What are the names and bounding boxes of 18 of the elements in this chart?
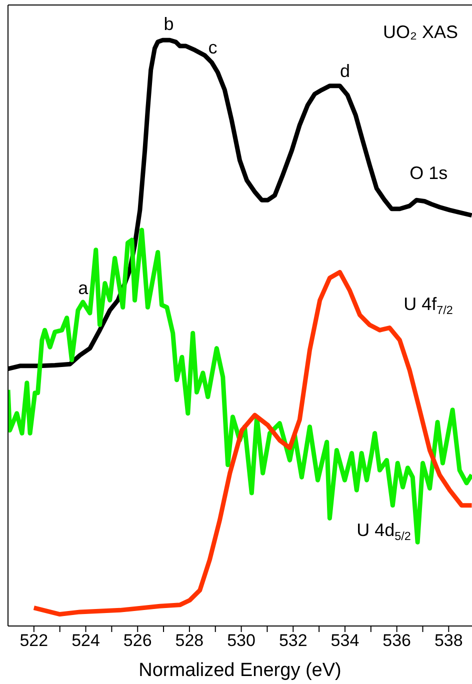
series-label: U 4f$_{7/2}$ <box>404 294 453 317</box>
series-label: O 1s <box>410 163 448 184</box>
x-tick-label: 524 <box>72 631 100 650</box>
annotation: c <box>208 38 218 58</box>
x-tick-label: 536 <box>382 631 412 650</box>
x-tick-label: 530 <box>227 631 256 650</box>
x-tick-label: 528 <box>175 631 204 650</box>
x-tick-label: 526 <box>123 631 152 650</box>
x-axis-title: Normalized Energy (eV) <box>138 660 342 681</box>
chart-title: UO₂ XAS <box>382 22 458 42</box>
series-label: U 4d$_{5/2}$ <box>356 520 411 544</box>
x-tick-label: 532 <box>278 631 308 650</box>
x-tick-label: 534 <box>330 631 360 650</box>
annotation: d <box>340 61 350 82</box>
x-tick-label: 522 <box>20 631 48 650</box>
annotation: b <box>164 14 174 34</box>
annotation: a <box>78 278 90 298</box>
x-tick-label: 538 <box>434 631 463 650</box>
